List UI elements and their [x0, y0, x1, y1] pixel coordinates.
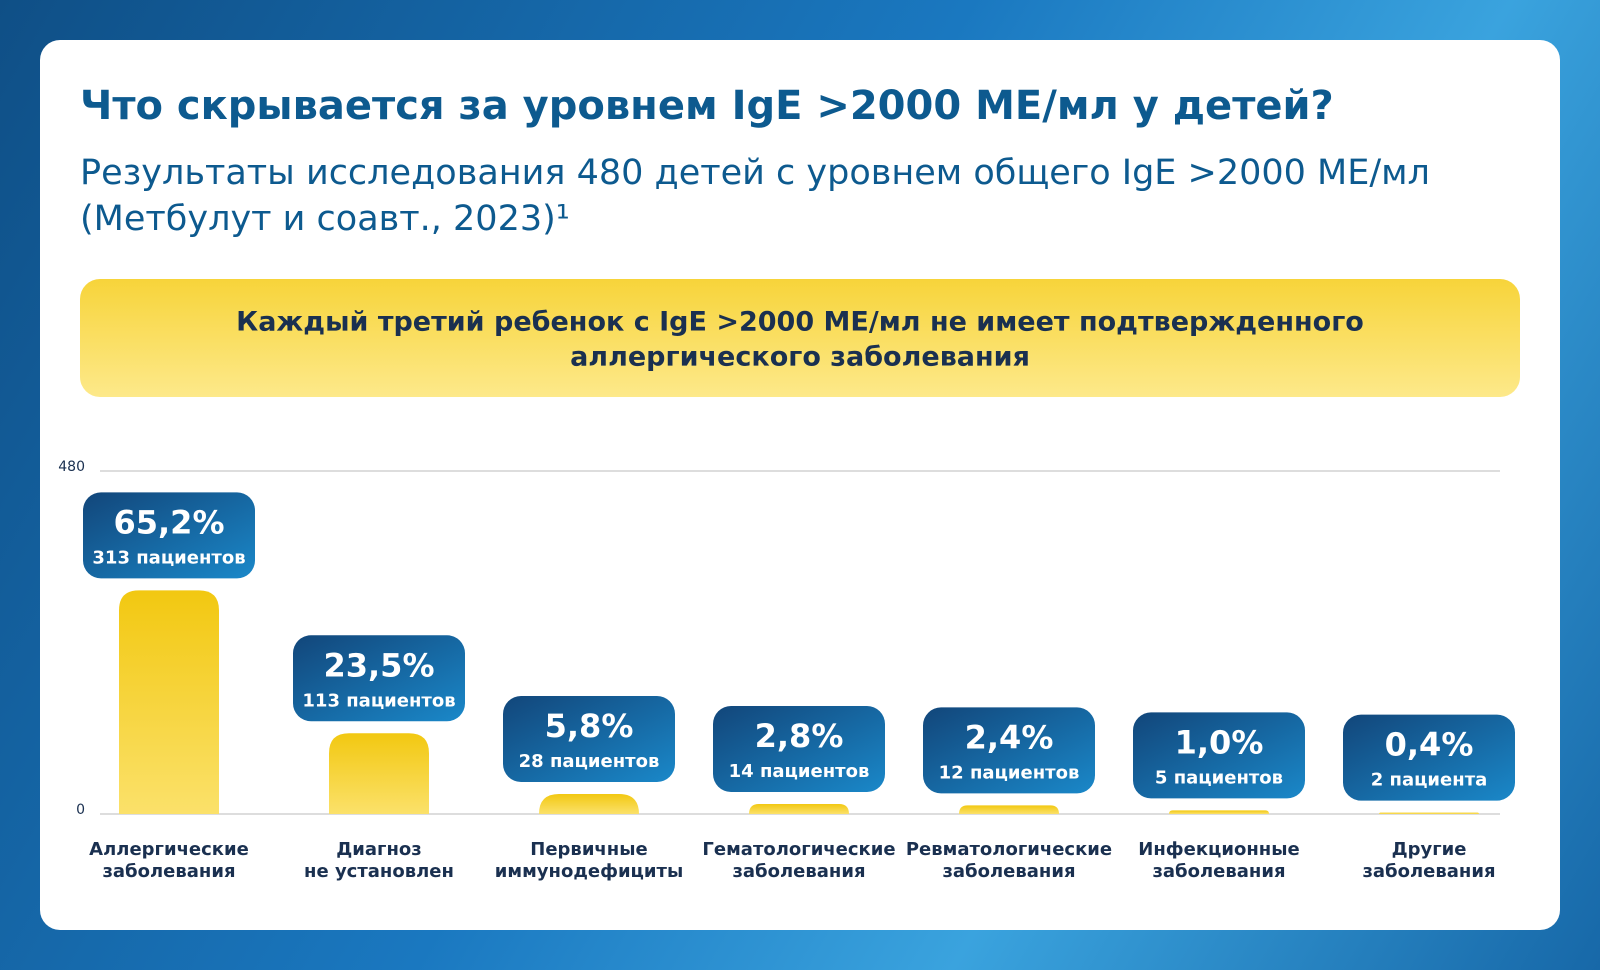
x-tick-label: Ревматологические — [906, 839, 1112, 860]
x-tick-label: Первичные — [530, 839, 647, 860]
banner — [80, 279, 1520, 397]
x-tick-label: иммунодефициты — [495, 861, 683, 882]
bar — [329, 733, 429, 814]
bar — [539, 793, 639, 814]
x-tick-label: Диагноз — [336, 839, 421, 860]
value-badge — [503, 695, 675, 782]
bar — [1169, 810, 1269, 814]
x-tick-label: Другие — [1392, 839, 1467, 860]
x-tick-label: заболевания — [1152, 861, 1285, 882]
x-tick-label: Гематологические — [702, 839, 895, 860]
percent-label: 65,2% — [113, 503, 224, 541]
percent-label: 5,8% — [545, 707, 634, 745]
subtitle: (Метбулут и соавт., 2023)¹ — [80, 199, 570, 239]
value-label: 5 пациентов — [1155, 767, 1283, 788]
bar — [1379, 812, 1479, 814]
value-badge — [713, 705, 885, 792]
x-tick-label: Аллергические — [89, 839, 249, 860]
value-label: 313 пациентов — [92, 547, 245, 568]
bar — [119, 590, 219, 814]
x-tick-label: не установлен — [304, 861, 454, 882]
banner-text: Каждый третий ребенок с IgE >2000 МЕ/мл … — [236, 307, 1364, 338]
title: Что скрывается за уровнем IgE >2000 МЕ/м… — [80, 83, 1334, 129]
value-badge — [1343, 714, 1515, 801]
value-label: 12 пациентов — [939, 762, 1080, 783]
x-tick-label: заболевания — [102, 861, 235, 882]
percent-label: 23,5% — [323, 646, 434, 684]
subtitle: Результаты исследования 480 детей с уров… — [80, 153, 1430, 193]
x-tick-label: заболевания — [1362, 861, 1495, 882]
banner-text: аллергического заболевания — [570, 342, 1030, 373]
value-label: 14 пациентов — [729, 761, 870, 782]
bar — [749, 803, 849, 814]
percent-label: 1,0% — [1175, 723, 1264, 761]
y-tick-label: 480 — [58, 459, 85, 475]
value-label: 28 пациентов — [519, 751, 660, 772]
percent-label: 2,8% — [755, 717, 844, 755]
percent-label: 0,4% — [1385, 726, 1474, 764]
value-badge — [1133, 712, 1305, 799]
x-tick-label: Инфекционные — [1138, 839, 1299, 860]
value-badge — [83, 492, 255, 579]
y-tick-label: 0 — [76, 802, 85, 818]
x-tick-label: заболевания — [942, 861, 1075, 882]
percent-label: 2,4% — [965, 718, 1054, 756]
bar — [959, 805, 1059, 814]
value-badge — [923, 707, 1095, 794]
value-label: 113 пациентов — [302, 690, 455, 711]
x-tick-label: заболевания — [732, 861, 865, 882]
value-badge — [293, 635, 465, 722]
value-label: 2 пациента — [1371, 770, 1488, 791]
